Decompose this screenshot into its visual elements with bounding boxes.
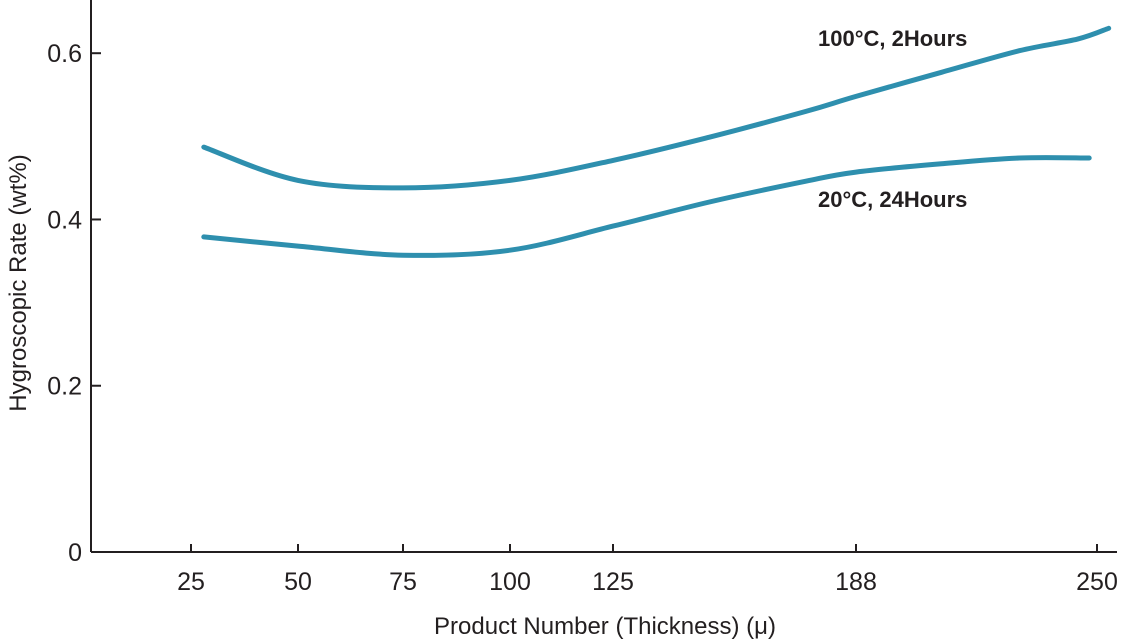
y-axis-title: Hygroscopic Rate (wt%) — [5, 154, 32, 411]
x-axis-title: Product Number (Thickness) (μ) — [434, 613, 776, 640]
series-group — [201, 25, 1112, 258]
y-tick-label: 0.4 — [47, 206, 82, 234]
y-tick-label: 0.6 — [47, 40, 82, 68]
x-axis: 25 50 75 100 125 188 250 — [91, 544, 1118, 596]
series-line-0 — [201, 25, 1112, 191]
y-tick-label: 0 — [68, 539, 82, 567]
y-axis: 0 0.2 0.4 0.6 — [47, 0, 101, 567]
x-tick-label: 250 — [1076, 568, 1118, 596]
series-line-1 — [201, 155, 1092, 258]
x-tick-label: 100 — [489, 568, 531, 596]
x-tick-label: 75 — [389, 568, 417, 596]
x-tick-group: 25 50 75 100 125 188 250 — [177, 544, 1118, 596]
x-tick-label: 188 — [835, 568, 877, 596]
y-tick-label: 0.2 — [47, 373, 82, 401]
series-label-20c: 20°C, 24Hours — [818, 187, 967, 212]
x-tick-label: 50 — [284, 568, 312, 596]
x-tick-label: 25 — [177, 568, 205, 596]
series-label-100c: 100°C, 2Hours — [818, 26, 967, 51]
x-tick-label: 125 — [592, 568, 634, 596]
y-tick-group: 0 0.2 0.4 0.6 — [47, 40, 101, 567]
